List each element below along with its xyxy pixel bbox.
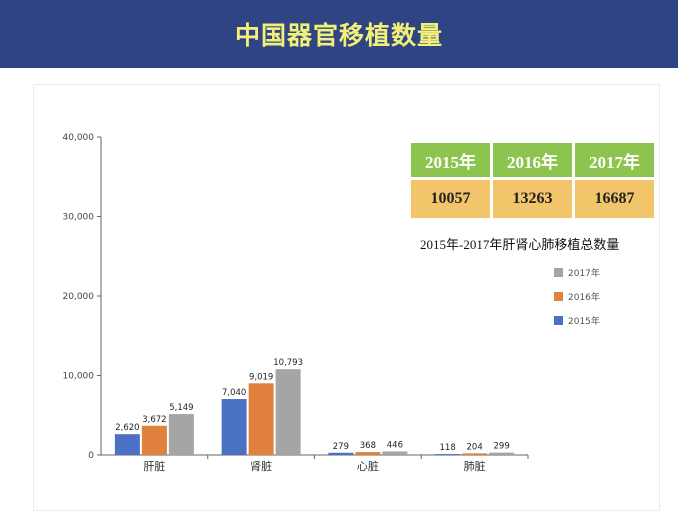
total-value-cell: 10057 [411,180,490,218]
data-label: 299 [494,442,510,452]
data-label: 5,149 [169,403,193,413]
bar [355,452,381,455]
legend-swatch [554,291,563,301]
totals-caption: 2015年-2017年肝肾心肺移植总数量 [420,237,620,252]
data-label: 10,793 [273,358,303,368]
data-label: 446 [387,440,403,450]
y-tick-label: 0 [88,451,94,461]
data-label: 3,672 [142,415,166,425]
year-cell: 2017年 [575,143,654,177]
year-cell: 2015年 [411,143,490,177]
legend-label: 2015年 [568,316,600,327]
x-category-label: 肝脏 [143,460,165,473]
legend-swatch [554,267,563,277]
total-value-cell: 16687 [575,180,654,218]
totals-year-row: 2015年 2016年 2017年 [411,143,654,177]
bar [114,434,140,455]
legend-label: 2016年 [568,292,600,303]
totals-table: 2015年 2016年 2017年 10057 13263 16687 [408,140,657,221]
bar [141,425,167,455]
data-label: 7,040 [222,388,246,398]
data-label: 118 [440,443,456,453]
data-label: 2,620 [115,423,139,433]
bar [435,454,461,455]
data-label: 368 [360,441,376,451]
year-cell: 2016年 [493,143,572,177]
data-label: 279 [333,442,349,452]
data-label: 9,019 [249,372,273,382]
x-category-label: 肾脏 [250,460,272,473]
page-title: 中国器官移植数量 [234,21,443,50]
data-label: 204 [467,442,483,452]
legend-label: 2017年 [568,268,600,279]
totals-value-row: 10057 13263 16687 [411,180,654,218]
bar [168,414,194,455]
legend-item: 2015年 [554,308,600,332]
title-banner: 中国器官移植数量 [0,0,678,68]
total-value-cell: 13263 [493,180,572,218]
legend-item: 2017年 [554,260,600,284]
legend-item: 2016年 [554,284,600,308]
bar [221,399,247,455]
bar [248,383,274,455]
y-tick-label: 40,000 [63,133,95,143]
y-tick-label: 10,000 [63,372,95,382]
bar [328,452,354,455]
chart-legend: 2017年 2016年 2015年 [554,260,600,332]
bar [382,451,408,455]
bar [275,369,301,455]
x-category-label: 肺脏 [464,460,486,473]
x-category-label: 心脏 [357,460,379,473]
bar [462,453,488,455]
bar [489,452,515,455]
y-tick-label: 30,000 [63,213,95,223]
legend-swatch [554,315,563,325]
y-tick-label: 20,000 [63,292,95,302]
